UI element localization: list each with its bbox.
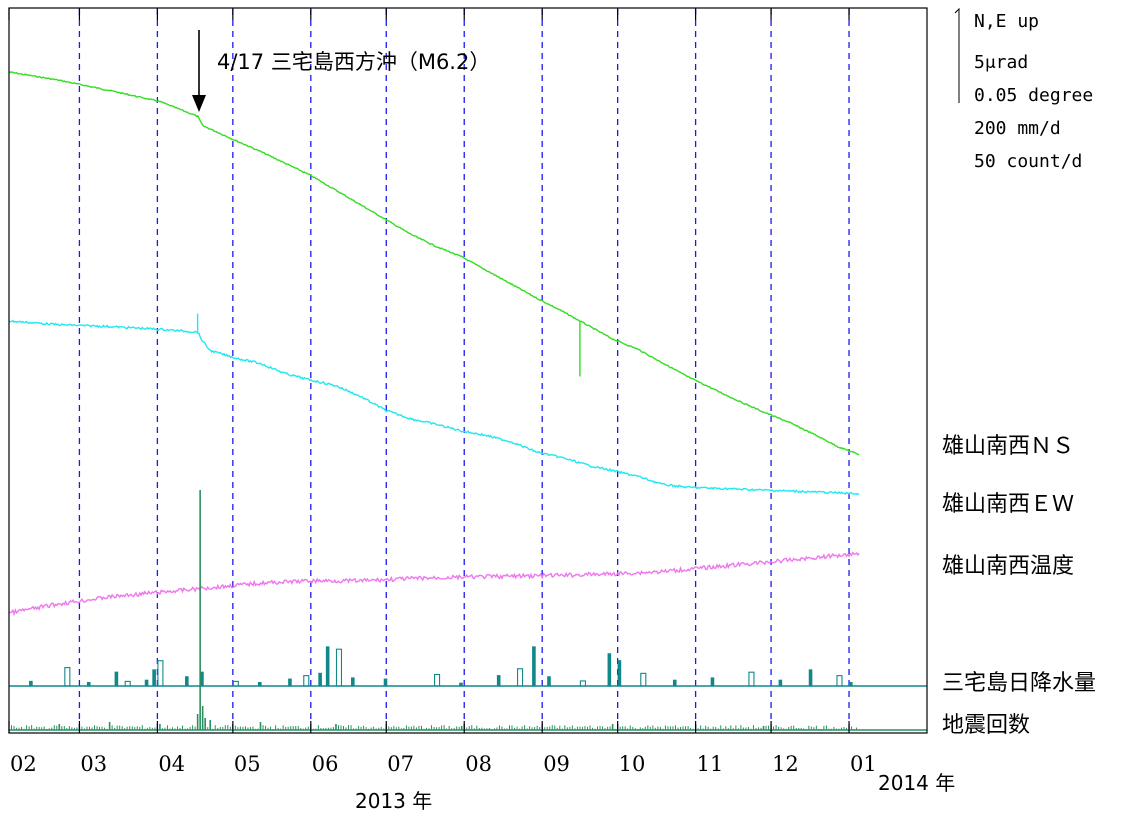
rain-bar [617, 660, 622, 687]
event-annotation: 4/17 三宅島西方沖（M6.2） [217, 50, 490, 74]
rain-bar [607, 653, 612, 687]
rain-bar [325, 646, 330, 687]
scale-line-3: 0.05 degree [974, 85, 1093, 106]
rain-bar [64, 667, 71, 687]
rain-bar [335, 648, 343, 687]
x-tick-label: 03 [80, 752, 107, 776]
rain-bar [434, 673, 441, 687]
rain-bar [640, 672, 647, 687]
x-tick-label: 12 [772, 752, 799, 776]
series-line [8, 551, 860, 617]
rain-bar [710, 677, 715, 687]
rain-bar [496, 675, 501, 687]
x-ticks: 02 03 04 05 06 07 08 09 10 11 12 01 [8, 8, 877, 776]
month-grid [78, 9, 850, 732]
rain-bar [124, 680, 131, 687]
event-arrow-head [192, 95, 206, 112]
rain-bar [185, 676, 189, 687]
x-tick-label: 02 [10, 752, 37, 776]
rain-bar [114, 671, 119, 687]
rain-bar [200, 671, 204, 687]
rain-bar [547, 676, 551, 687]
rain-bar [351, 677, 355, 687]
series-label-ns: 雄山南西ＮＳ [942, 434, 1074, 459]
rain-bar [86, 681, 91, 687]
rain-bar [257, 681, 262, 687]
rain-bar [672, 679, 677, 687]
plot-frame [8, 7, 928, 734]
rain-bar [836, 675, 843, 687]
series-line [8, 319, 860, 496]
rain-bar [808, 669, 813, 687]
rain-bar [778, 679, 783, 687]
rain-bar [517, 668, 524, 687]
rain-bar [152, 669, 156, 687]
year-label-2014: 2014 年 [878, 771, 955, 795]
rain-bar [532, 646, 536, 687]
rain-bar [232, 680, 239, 687]
scale-line-4: 200 mm/d [974, 118, 1061, 139]
series-label-temp: 雄山南西温度 [942, 554, 1074, 579]
series-layer [8, 71, 927, 731]
series-label-rain: 三宅島日降水量 [942, 671, 1096, 696]
x-tick-label: 09 [543, 752, 570, 776]
rain-bar [318, 672, 322, 687]
rain-bar [157, 660, 164, 687]
x-tick-label: 11 [697, 752, 724, 776]
rain-bar [144, 679, 149, 687]
x-tick-label: 04 [158, 752, 185, 776]
series-line [8, 71, 860, 456]
rain-bar [459, 682, 463, 687]
rain-bar [29, 680, 33, 687]
scale-bar [954, 7, 960, 103]
scale-line-1: N,E up [974, 11, 1039, 32]
scale-legend: N,E up 5μrad 0.05 degree 200 mm/d 50 cou… [954, 7, 1093, 172]
year-label-2013: 2013 年 [355, 789, 432, 813]
scale-line-5: 50 count/d [974, 151, 1082, 172]
x-tick-label: 06 [312, 752, 339, 776]
rain-bar [848, 681, 853, 687]
x-tick-label: 08 [465, 752, 492, 776]
rain-bar [303, 675, 310, 687]
scale-line-2: 5μrad [974, 52, 1028, 73]
series-label-quake: 地震回数 [942, 713, 1030, 738]
rain-bar [579, 680, 586, 687]
rain-bar [748, 671, 755, 687]
series-labels: 雄山南西ＮＳ 雄山南西ＥＷ 雄山南西温度 三宅島日降水量 地震回数 [942, 434, 1096, 738]
rain-bar [383, 678, 388, 687]
x-tick-label: 10 [619, 752, 646, 776]
x-tick-label: 01 [850, 752, 877, 776]
rain-bar [288, 678, 292, 687]
x-tick-label: 05 [234, 752, 261, 776]
series-label-ew: 雄山南西ＥＷ [942, 492, 1074, 517]
x-tick-label: 07 [387, 752, 414, 776]
